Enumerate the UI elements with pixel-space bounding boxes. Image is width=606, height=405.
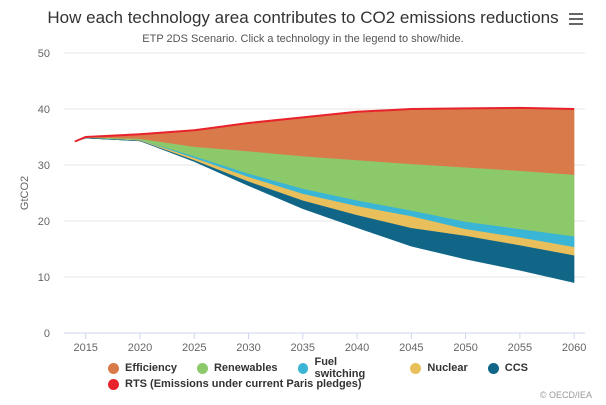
legend-label: CCS bbox=[504, 362, 528, 374]
legend-swatch bbox=[108, 378, 119, 390]
legend-label: Nuclear bbox=[427, 362, 468, 374]
hamburger-menu-icon[interactable] bbox=[569, 13, 583, 27]
area-bands bbox=[74, 107, 575, 283]
y-tick-label: 0 bbox=[44, 328, 50, 340]
credits[interactable]: © OECD/IEA bbox=[539, 390, 592, 400]
legend-item-renewables[interactable]: Renewables bbox=[196, 362, 278, 374]
y-tick-label: 20 bbox=[38, 216, 50, 228]
series-line-rts[interactable] bbox=[74, 106, 575, 143]
y-axis-label: GtCO2 bbox=[19, 176, 31, 210]
x-tick-label: 2050 bbox=[453, 342, 477, 354]
x-tick-label: 2035 bbox=[291, 342, 315, 354]
legend-item-efficiency[interactable]: Efficiency bbox=[108, 362, 177, 374]
legend-row-rts: RTS (Emissions under current Paris pledg… bbox=[108, 376, 548, 392]
legend-label: RTS (Emissions under current Paris pledg… bbox=[125, 378, 362, 390]
x-tick-label: 2025 bbox=[182, 342, 206, 354]
legend-swatch bbox=[487, 362, 499, 374]
y-tick-label: 50 bbox=[38, 48, 50, 60]
y-tick-label: 30 bbox=[38, 160, 50, 172]
area-band-ccs[interactable] bbox=[74, 137, 575, 283]
y-tick-label: 10 bbox=[38, 272, 50, 284]
x-tick-label: 2045 bbox=[399, 342, 423, 354]
legend-row-technologies: Efficiency Renewables Fuel switching Nuclea… bbox=[108, 356, 548, 380]
legend-label: Efficiency bbox=[125, 362, 177, 374]
chart-subtitle: ETP 2DS Scenario. Click a technology in … bbox=[142, 33, 464, 45]
legend-item-ccs[interactable]: CCS bbox=[487, 362, 528, 374]
legend-label: Renewables bbox=[213, 362, 278, 374]
x-tick-label: 2030 bbox=[236, 342, 260, 354]
chart-title: How each technology area contributes to … bbox=[47, 8, 559, 27]
x-tick-label: 2040 bbox=[345, 342, 369, 354]
y-tick-label: 40 bbox=[38, 104, 50, 116]
x-tick-label: 2020 bbox=[128, 342, 152, 354]
legend-swatch bbox=[108, 362, 119, 374]
legend-item-fuel[interactable]: Fuel switching bbox=[297, 356, 391, 380]
legend-swatch bbox=[297, 362, 309, 374]
x-tick-label: 2015 bbox=[73, 342, 97, 354]
legend-swatch bbox=[410, 362, 422, 374]
legend-item-nuclear[interactable]: Nuclear bbox=[410, 362, 468, 374]
legend-label: Fuel switching bbox=[314, 356, 366, 380]
legend-item-rts[interactable]: RTS (Emissions under current Paris pledg… bbox=[108, 378, 362, 390]
x-tick-label: 2055 bbox=[508, 342, 532, 354]
legend: Efficiency Renewables Fuel switching Nuclea… bbox=[108, 356, 548, 392]
legend-swatch bbox=[196, 362, 208, 374]
series-lines bbox=[74, 106, 575, 143]
x-tick-label: 2060 bbox=[562, 342, 586, 354]
